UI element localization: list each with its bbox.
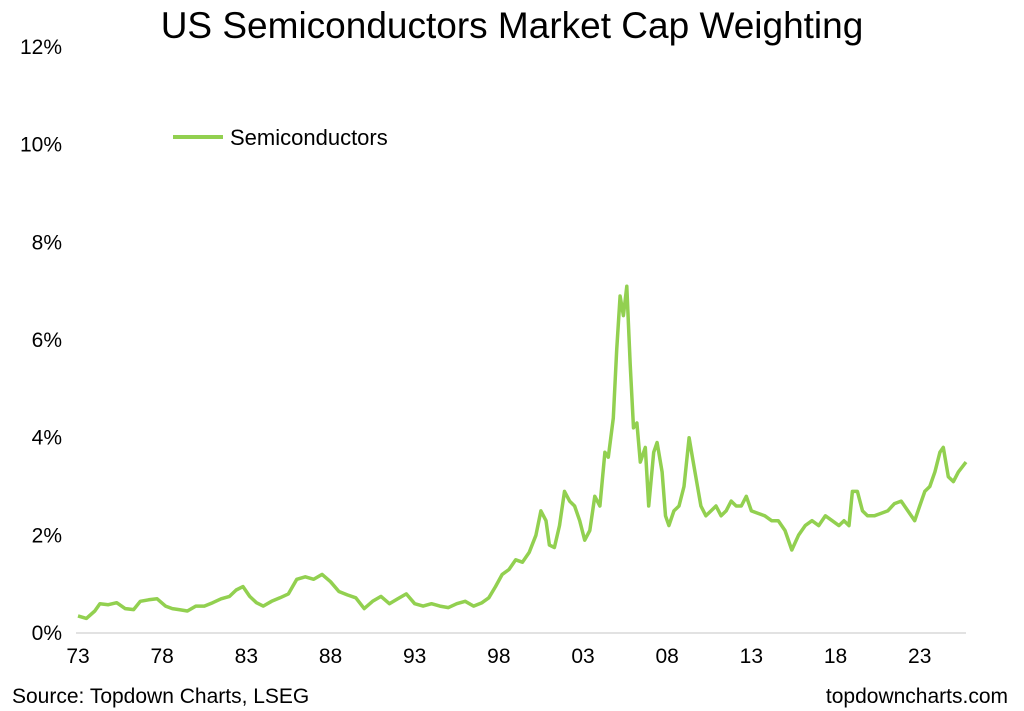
chart-title: US Semiconductors Market Cap Weighting — [160, 5, 864, 46]
x-tick-label: 88 — [319, 645, 342, 668]
x-tick-label: 93 — [403, 645, 426, 668]
y-tick-label: 12% — [20, 36, 62, 59]
source-note: Source: Topdown Charts, LSEG — [12, 685, 310, 708]
x-axis: 73 78 83 88 93 98 03 08 13 18 23 — [66, 645, 931, 668]
y-tick-label: 8% — [32, 231, 62, 254]
legend: Semiconductors — [173, 125, 388, 150]
y-tick-label: 10% — [20, 134, 62, 157]
series-line — [77, 284, 968, 621]
legend-label: Semiconductors — [230, 125, 388, 150]
y-tick-label: 2% — [32, 524, 62, 547]
x-tick-label: 98 — [487, 645, 510, 668]
x-tick-label: 78 — [150, 645, 173, 668]
x-tick-label: 13 — [740, 645, 763, 668]
x-tick-label: 08 — [656, 645, 679, 668]
y-tick-label: 4% — [32, 427, 62, 450]
x-tick-label: 18 — [824, 645, 847, 668]
x-tick-label: 73 — [66, 645, 89, 668]
y-tick-label: 6% — [32, 329, 62, 352]
series-layer — [77, 284, 968, 621]
y-tick-label: 0% — [32, 622, 62, 645]
x-tick-label: 83 — [235, 645, 258, 668]
x-tick-label: 23 — [908, 645, 931, 668]
y-axis: 0% 2% 4% 6% 8% 10% 12% — [20, 36, 62, 645]
brand-watermark: topdowncharts.com — [825, 685, 1008, 708]
x-tick-label: 03 — [571, 645, 594, 668]
